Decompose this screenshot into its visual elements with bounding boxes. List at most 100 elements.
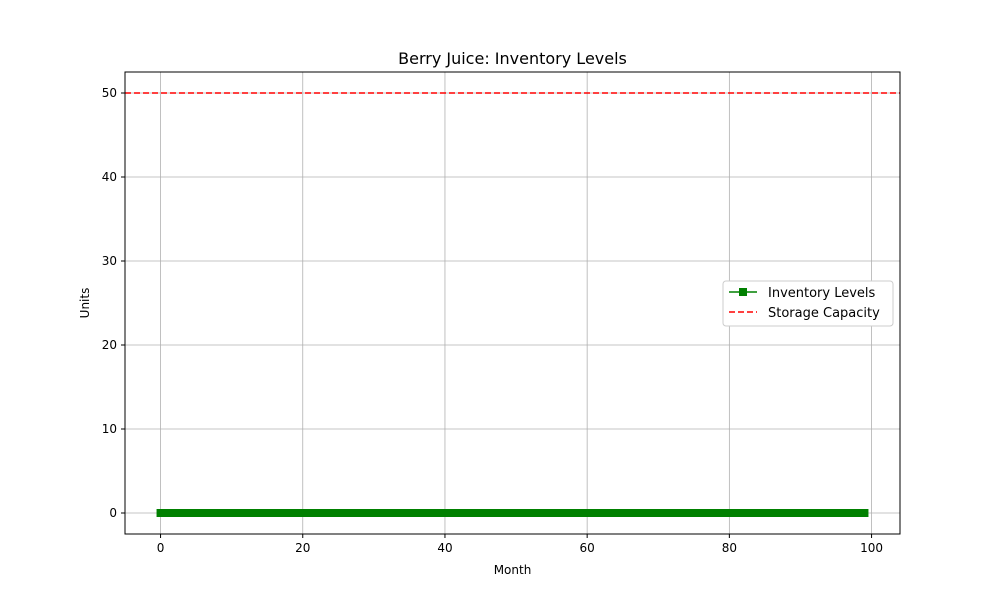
inventory-levels-point xyxy=(725,509,734,517)
inventory-levels-point xyxy=(775,509,784,517)
inventory-levels-point xyxy=(533,509,542,517)
inventory-levels-point xyxy=(220,509,229,517)
inventory-levels-point xyxy=(277,509,286,517)
inventory-levels-point xyxy=(419,509,428,517)
inventory-levels-point xyxy=(760,509,769,517)
inventory-levels-point xyxy=(270,509,279,517)
inventory-levels-point xyxy=(803,509,812,517)
inventory-levels-point xyxy=(440,509,449,517)
inventory-levels-point xyxy=(817,509,826,517)
inventory-levels-point xyxy=(355,509,364,517)
y-tick-label: 40 xyxy=(102,170,117,184)
inventory-levels-point xyxy=(846,509,855,517)
inventory-levels-point xyxy=(170,509,179,517)
inventory-levels-point xyxy=(782,509,791,517)
inventory-levels-point xyxy=(504,509,513,517)
inventory-levels-point xyxy=(192,509,201,517)
inventory-levels-point xyxy=(583,509,592,517)
inventory-levels-point xyxy=(184,509,193,517)
inventory-levels-point xyxy=(241,509,250,517)
inventory-levels-point xyxy=(789,509,798,517)
inventory-levels-point xyxy=(455,509,464,517)
x-tick-label: 0 xyxy=(157,541,165,555)
inventory-levels-point xyxy=(661,509,670,517)
legend-box xyxy=(722,280,894,327)
inventory-levels-point xyxy=(704,509,713,517)
inventory-levels-point xyxy=(163,509,172,517)
inventory-levels-point xyxy=(369,509,378,517)
legend: Inventory Levels Storage Capacity xyxy=(722,280,894,327)
inventory-levels-point xyxy=(362,509,371,517)
inventory-levels-point xyxy=(156,509,165,517)
inventory-levels-point xyxy=(668,509,677,517)
inventory-levels-point xyxy=(519,509,528,517)
inventory-levels-point xyxy=(590,509,599,517)
y-tick-label: 20 xyxy=(102,338,117,352)
inventory-levels-point xyxy=(810,509,819,517)
inventory-levels-point xyxy=(611,509,620,517)
inventory-levels-point xyxy=(213,509,222,517)
inventory-levels-point xyxy=(177,509,186,517)
inventory-levels-point xyxy=(675,509,684,517)
inventory-levels-point xyxy=(640,509,649,517)
y-tick-label: 30 xyxy=(102,254,117,268)
inventory-levels-point xyxy=(654,509,663,517)
inventory-levels-point xyxy=(305,509,314,517)
x-tick-label: 40 xyxy=(437,541,452,555)
inventory-levels-point xyxy=(718,509,727,517)
inventory-levels-point xyxy=(206,509,215,517)
inventory-levels-point xyxy=(824,509,833,517)
x-axis-title: Month xyxy=(494,563,532,577)
inventory-levels-point xyxy=(768,509,777,517)
legend-label-storage-capacity: Storage Capacity xyxy=(768,306,880,321)
legend-marker-inventory-levels xyxy=(739,288,747,296)
inventory-levels-point xyxy=(256,509,265,517)
inventory-levels-point xyxy=(320,509,329,517)
inventory-levels-point xyxy=(376,509,385,517)
inventory-levels-point xyxy=(753,509,762,517)
inventory-levels-point xyxy=(860,509,869,517)
ticks: 0 20 40 60 80 100 0 10 20 30 40 50 xyxy=(102,86,883,555)
inventory-levels-point xyxy=(348,509,357,517)
series xyxy=(156,509,869,517)
inventory-levels-point xyxy=(234,509,243,517)
inventory-levels-point xyxy=(462,509,471,517)
inventory-levels-point xyxy=(682,509,691,517)
inventory-levels-point xyxy=(739,509,748,517)
inventory-levels-point xyxy=(576,509,585,517)
inventory-levels-point xyxy=(832,509,841,517)
inventory-levels-point xyxy=(426,509,435,517)
inventory-levels-point xyxy=(554,509,563,517)
inventory-levels-point xyxy=(839,509,848,517)
inventory-levels-point xyxy=(391,509,400,517)
inventory-levels-point xyxy=(732,509,741,517)
inventory-levels-point xyxy=(597,509,606,517)
x-tick-label: 60 xyxy=(580,541,595,555)
inventory-levels-point xyxy=(248,509,257,517)
inventory-levels-point xyxy=(312,509,321,517)
inventory-levels-point xyxy=(284,509,293,517)
inventory-levels-point xyxy=(547,509,556,517)
inventory-levels-point xyxy=(618,509,627,517)
y-tick-label: 50 xyxy=(102,86,117,100)
inventory-levels-point xyxy=(291,509,300,517)
inventory-levels-point xyxy=(476,509,485,517)
inventory-levels-point xyxy=(711,509,720,517)
inventory-levels-point xyxy=(490,509,499,517)
y-tick-label: 10 xyxy=(102,422,117,436)
inventory-levels-point xyxy=(746,509,755,517)
inventory-levels-point xyxy=(433,509,442,517)
inventory-levels-point xyxy=(561,509,570,517)
x-tick-label: 20 xyxy=(295,541,310,555)
y-tick-label: 0 xyxy=(109,506,117,520)
inventory-levels-point xyxy=(689,509,698,517)
inventory-levels-point xyxy=(469,509,478,517)
inventory-levels-point xyxy=(298,509,307,517)
inventory-levels-point xyxy=(568,509,577,517)
plot-frame xyxy=(124,71,901,535)
inventory-levels-point xyxy=(448,509,457,517)
inventory-levels-point xyxy=(540,509,549,517)
inventory-levels-point xyxy=(405,509,414,517)
inventory-levels-point xyxy=(483,509,492,517)
